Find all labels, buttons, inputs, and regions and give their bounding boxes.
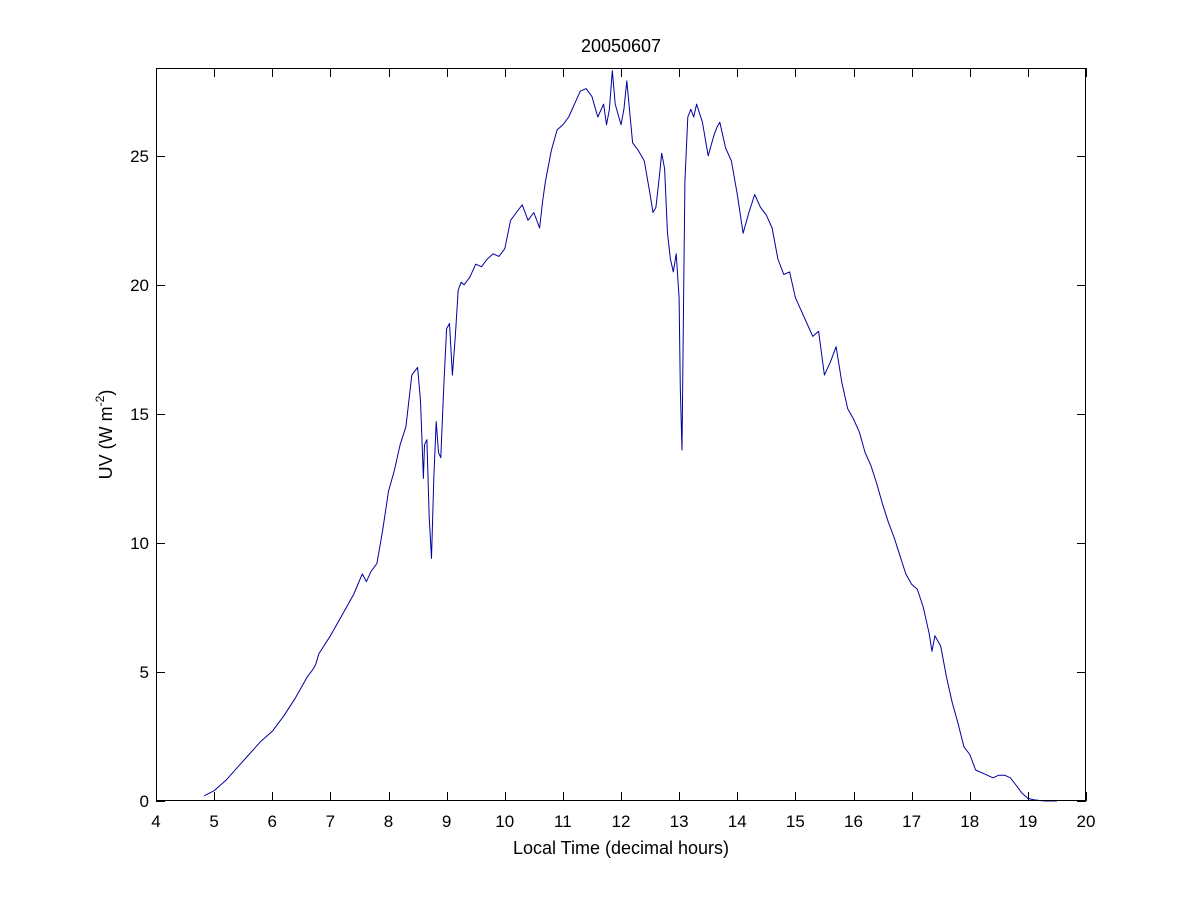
- y-tick-label: 25: [130, 147, 149, 166]
- x-tick-label: 17: [902, 812, 921, 831]
- x-tick-label: 18: [960, 812, 979, 831]
- chart-title: 20050607: [581, 36, 661, 56]
- x-tick-label: 13: [670, 812, 689, 831]
- y-axis-label-suffix: ): [96, 390, 116, 396]
- y-axis-label: UV (W m-2): [93, 390, 116, 480]
- x-tick-label: 7: [326, 812, 335, 831]
- x-tick-label: 15: [786, 812, 805, 831]
- x-tick-label: 14: [728, 812, 747, 831]
- x-tick-label: 10: [495, 812, 514, 831]
- y-tick-labels: 0 5 10 15 20 25: [130, 147, 149, 811]
- x-tick-label: 11: [554, 812, 572, 831]
- x-tick-label: 9: [442, 812, 451, 831]
- x-tick-label: 20: [1077, 812, 1096, 831]
- axis-ticks: [156, 68, 1087, 802]
- x-tick-label: 8: [384, 812, 393, 831]
- x-tick-label: 19: [1018, 812, 1037, 831]
- y-tick-label: 20: [130, 276, 149, 295]
- y-tick-label: 0: [140, 792, 149, 811]
- uv-series-line: [203, 70, 1057, 802]
- y-tick-label: 15: [130, 405, 149, 424]
- x-tick-label: 12: [612, 812, 631, 831]
- plot-frame: [156, 68, 1086, 801]
- x-tick-label: 16: [844, 812, 863, 831]
- x-tick-label: 5: [209, 812, 218, 831]
- x-tick-label: 4: [151, 812, 160, 831]
- x-tick-labels: 4 5 6 7 8 9 10 11 12 13 14 15 16 17 18 19 20: [151, 812, 1095, 831]
- x-tick-label: 6: [268, 812, 277, 831]
- plot-area: [156, 68, 1086, 801]
- y-tick-label: 5: [140, 663, 149, 682]
- y-axis-label-prefix: UV (W m: [96, 406, 116, 479]
- x-axis-label: Local Time (decimal hours): [513, 838, 729, 858]
- y-tick-label: 10: [130, 534, 149, 553]
- y-axis-label-superscript: -2: [93, 395, 107, 406]
